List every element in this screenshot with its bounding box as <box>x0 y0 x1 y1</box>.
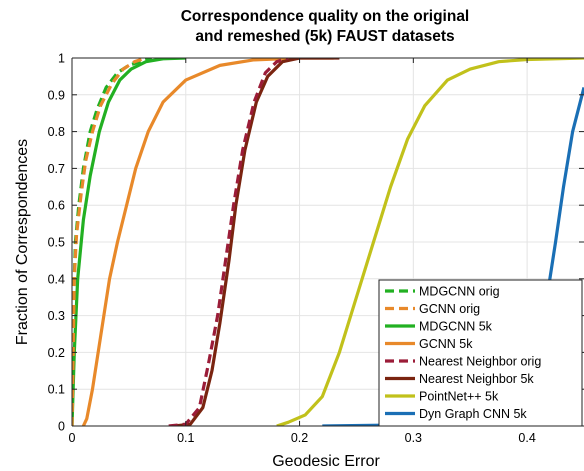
y-tick-label: 1 <box>58 52 65 66</box>
series-line-1 <box>72 58 147 426</box>
tick-labels: 0 0.1 0.2 0.3 0.4 0.5 0.6 0.7 0.8 0.9 1 0 0.1 0.2 0.3 0… <box>48 52 536 446</box>
y-tick-label: 0.7 <box>48 162 65 176</box>
chart-title-line-2: and remeshed (5k) FAUST datasets <box>195 28 454 45</box>
x-tick-label: 0.3 <box>405 431 422 445</box>
legend-label: MDGCNN 5k <box>419 320 493 334</box>
y-tick-label: 0.1 <box>48 383 65 397</box>
legend-label: Dyn Graph CNN 5k <box>419 407 527 421</box>
y-tick-label: 0.2 <box>48 346 65 360</box>
y-tick-label: 0.3 <box>48 309 65 323</box>
legend-label: Nearest Neighbor orig <box>419 355 541 369</box>
legend-label: Nearest Neighbor 5k <box>419 372 534 386</box>
axes <box>71 57 584 427</box>
y-tick-label: 0.6 <box>48 199 65 213</box>
y-axis-label: Fraction of Correspondences <box>14 139 31 345</box>
legend-box <box>378 279 583 427</box>
series-line-5 <box>174 58 340 426</box>
y-tick-label: 0.4 <box>48 272 65 286</box>
legend-label: MDGCNN orig <box>419 285 500 299</box>
legend: MDGCNN orig GCNN orig MDGCNN 5k GCNN 5k Near… <box>378 279 583 427</box>
legend-label: GCNN orig <box>419 302 480 316</box>
x-tick-label: 0.4 <box>518 431 535 445</box>
x-tick-label: 0.2 <box>291 431 308 445</box>
x-axis-label: Geodesic Error <box>272 453 380 470</box>
series-line-4 <box>168 58 289 426</box>
x-tick-label: 0.1 <box>177 431 194 445</box>
chart-title-line-1: Correspondence quality on the original <box>181 8 470 25</box>
series-line-2 <box>72 58 186 426</box>
legend-label: PointNet++ 5k <box>419 390 499 404</box>
x-tick-label: 0 <box>69 431 76 445</box>
y-tick-label: 0.5 <box>48 236 65 250</box>
y-tick-label: 0.9 <box>48 88 65 102</box>
series-line-3 <box>81 58 334 426</box>
series-line-6 <box>276 58 584 426</box>
legend-label: GCNN 5k <box>419 337 473 351</box>
y-tick-label: 0.8 <box>48 125 65 139</box>
y-tick-label: 0 <box>58 420 65 434</box>
